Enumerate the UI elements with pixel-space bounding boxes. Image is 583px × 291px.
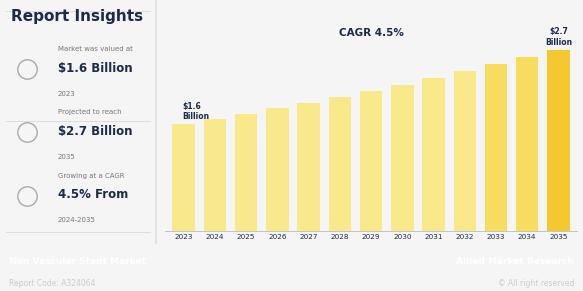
- Text: Projected to reach: Projected to reach: [58, 109, 121, 116]
- Bar: [516, 57, 539, 231]
- Text: 2035: 2035: [58, 154, 76, 160]
- Bar: [454, 72, 476, 231]
- Text: © All right reserved: © All right reserved: [498, 279, 574, 288]
- Bar: [203, 119, 226, 231]
- Text: 4.5% From: 4.5% From: [58, 188, 128, 201]
- Text: Non Vascular Stent Market: Non Vascular Stent Market: [9, 258, 146, 266]
- Text: $2.7 Billion: $2.7 Billion: [58, 125, 132, 138]
- Bar: [329, 97, 351, 231]
- Text: 2024-2035: 2024-2035: [58, 217, 96, 223]
- Bar: [297, 103, 320, 231]
- Bar: [391, 85, 413, 231]
- Bar: [173, 124, 195, 231]
- Text: Allied Market Research: Allied Market Research: [456, 258, 574, 266]
- Text: $2.7
Billion: $2.7 Billion: [545, 27, 572, 47]
- Bar: [422, 78, 445, 231]
- Text: Report Code: A324064: Report Code: A324064: [9, 279, 95, 288]
- Text: Growing at a CAGR: Growing at a CAGR: [58, 173, 124, 179]
- Text: $1.6 Billion: $1.6 Billion: [58, 62, 132, 75]
- Bar: [235, 114, 258, 231]
- Bar: [360, 91, 382, 231]
- Bar: [266, 109, 289, 231]
- Text: Market was valued at: Market was valued at: [58, 46, 133, 52]
- Bar: [484, 64, 507, 231]
- Text: $1.6
Billion: $1.6 Billion: [182, 102, 209, 121]
- Text: CAGR 4.5%: CAGR 4.5%: [339, 28, 403, 38]
- Bar: [547, 49, 570, 231]
- Text: Report Insights: Report Insights: [11, 8, 143, 24]
- Text: 2023: 2023: [58, 91, 76, 97]
